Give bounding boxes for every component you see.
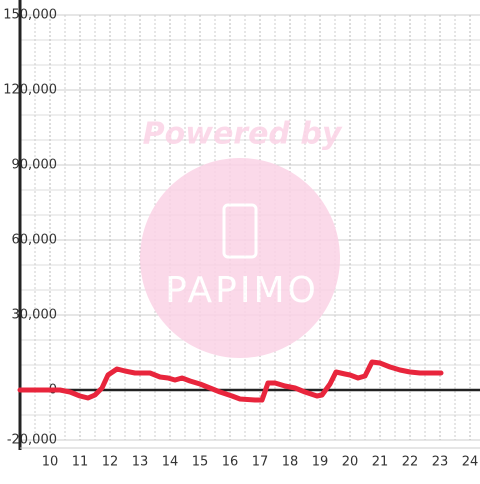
phone-icon xyxy=(222,203,258,259)
y-tick-label: 30,000 xyxy=(12,308,58,323)
x-tick-label: 18 xyxy=(282,455,299,470)
y-tick-label: 120,000 xyxy=(3,83,57,98)
x-tick-label: 21 xyxy=(372,455,389,470)
watermark: Powered by PAPIMO xyxy=(140,117,343,358)
x-tick-label: 22 xyxy=(402,455,419,470)
plot: -20,000030,00060,00090,000120,000150,000… xyxy=(3,0,480,470)
watermark-title: Powered by xyxy=(143,117,343,152)
x-tick-label: 16 xyxy=(222,455,239,470)
x-tick-label: 17 xyxy=(252,455,269,470)
x-tick-label: 11 xyxy=(72,455,89,470)
y-tick-label: -20,000 xyxy=(7,433,57,448)
x-tick-label: 20 xyxy=(342,455,359,470)
watermark-brand: PAPIMO xyxy=(165,270,319,311)
x-tick-label: 12 xyxy=(102,455,119,470)
x-tick-label: 24 xyxy=(462,455,479,470)
x-tick-label: 10 xyxy=(42,455,59,470)
x-tick-label: 15 xyxy=(192,455,209,470)
y-tick-label: 60,000 xyxy=(12,233,58,248)
x-tick-label: 13 xyxy=(132,455,149,470)
data-line xyxy=(17,359,444,403)
y-tick-label: 150,000 xyxy=(3,8,57,23)
x-tick-label: 19 xyxy=(312,455,329,470)
y-tick-label: 90,000 xyxy=(12,158,58,173)
x-tick-label: 23 xyxy=(432,455,449,470)
x-tick-label: 14 xyxy=(162,455,179,470)
